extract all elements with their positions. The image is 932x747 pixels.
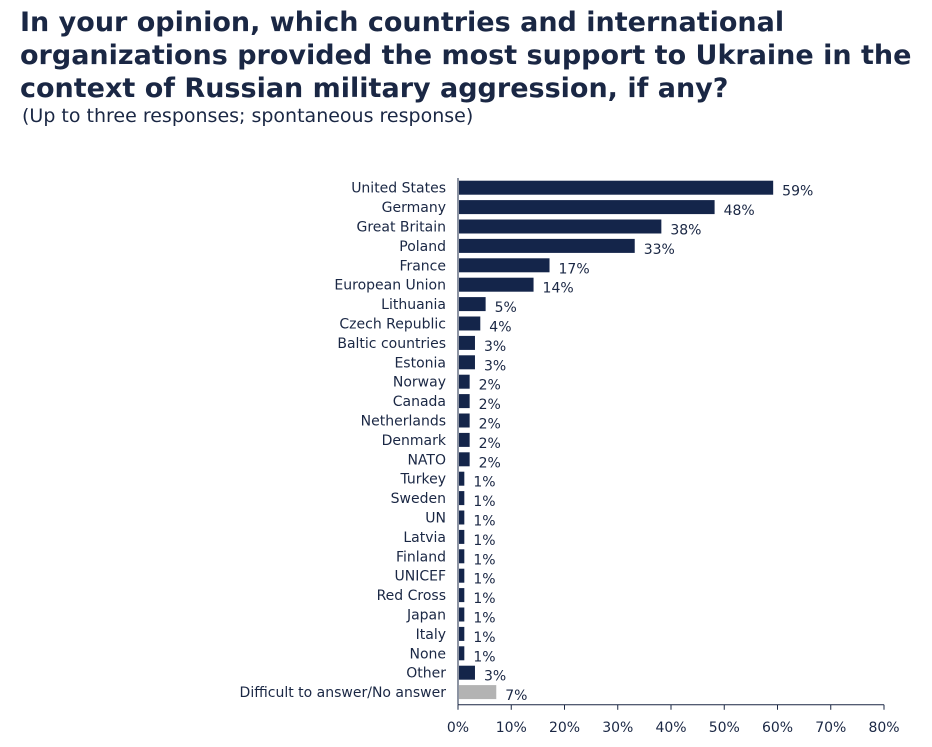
value-label-germany: 48% [724,203,755,219]
bar-great-britain [459,219,662,234]
category-label-poland: Poland [399,239,446,255]
value-label-denmark: 2% [479,436,501,452]
bar-red-cross [459,588,465,603]
x-tick-label: 10% [496,720,527,736]
bar-nato [459,452,470,467]
category-label-turkey: Turkey [399,472,446,488]
value-label-european-union: 14% [543,281,574,297]
category-label-norway: Norway [393,375,446,391]
bar-japan [459,607,465,622]
category-label-germany: Germany [382,200,446,216]
value-label-lithuania: 5% [495,300,517,316]
bar-unicef [459,568,465,583]
bar-other [459,665,475,680]
bar-germany [459,200,715,215]
bar-latvia [459,529,465,544]
category-label-finland: Finland [396,549,446,565]
bar-turkey [459,471,465,486]
bar-finland [459,549,465,564]
x-tick-label: 0% [447,720,469,736]
value-label-estonia: 3% [484,358,506,374]
category-label-canada: Canada [393,394,446,410]
category-label-france: France [399,258,446,274]
value-label-canada: 2% [479,397,501,413]
category-label-japan: Japan [406,608,446,624]
bar-united-states [459,180,774,195]
category-label-czech-republic: Czech Republic [339,317,446,333]
x-tick-label: 80% [868,720,899,736]
bar-denmark [459,432,470,447]
category-label-denmark: Denmark [382,433,447,449]
bar-italy [459,626,465,641]
bar-poland [459,238,635,253]
value-label-nato: 2% [479,455,501,471]
value-label-red-cross: 1% [473,591,495,607]
chart-title: In your opinion, which countries and int… [20,7,912,104]
value-label-netherlands: 2% [479,417,501,433]
category-label-estonia: Estonia [394,355,446,371]
value-label-norway: 2% [479,378,501,394]
value-label-other: 3% [484,669,506,685]
bar-canada [459,394,470,409]
bar-un [459,510,465,525]
value-label-france: 17% [559,261,590,277]
bar-european-union [459,277,534,292]
value-label-none: 1% [473,649,495,665]
value-label-united-states: 59% [782,184,813,200]
category-label-lithuania: Lithuania [381,297,446,313]
category-label-italy: Italy [416,627,446,643]
bar-sweden [459,491,465,506]
bar-baltic-countries [459,335,475,350]
category-label-netherlands: Netherlands [361,414,446,430]
bar-none [459,646,465,661]
category-label-red-cross: Red Cross [377,588,446,604]
category-label-nato: NATO [407,452,446,468]
value-label-poland: 33% [644,242,675,258]
x-tick-label: 20% [549,720,580,736]
value-label-finland: 1% [473,552,495,568]
bar-france [459,258,550,273]
value-label-turkey: 1% [473,475,495,491]
category-label-other: Other [406,666,446,682]
value-label-italy: 1% [473,630,495,646]
x-tick-label: 70% [815,720,846,736]
value-label-japan: 1% [473,611,495,627]
x-tick-label: 40% [655,720,686,736]
category-label-unicef: UNICEF [394,569,446,585]
bar-estonia [459,355,475,370]
bar-czech-republic [459,316,481,331]
value-label-difficult-to-answer-no-answer: 7% [505,688,527,704]
value-label-baltic-countries: 3% [484,339,506,355]
category-label-latvia: Latvia [403,530,446,546]
value-label-unicef: 1% [473,572,495,588]
bar-norway [459,374,470,389]
category-label-great-britain: Great Britain [356,220,446,236]
x-tick-label: 60% [762,720,793,736]
chart-subtitle: (Up to three responses; spontaneous resp… [22,105,474,127]
value-label-sweden: 1% [473,494,495,510]
value-label-un: 1% [473,514,495,530]
category-label-european-union: European Union [334,278,446,294]
x-tick-label: 50% [709,720,740,736]
bar-lithuania [459,297,486,312]
category-label-none: None [409,646,446,662]
value-label-great-britain: 38% [670,223,701,239]
bar-difficult-to-answer-no-answer [459,685,497,700]
bar-netherlands [459,413,470,428]
category-label-difficult-to-answer-no-answer: Difficult to answer/No answer [240,685,447,701]
value-label-czech-republic: 4% [489,320,511,336]
category-label-un: UN [425,511,446,527]
category-label-united-states: United States [351,181,446,197]
category-label-baltic-countries: Baltic countries [337,336,446,352]
x-tick-label: 30% [602,720,633,736]
value-label-latvia: 1% [473,533,495,549]
category-label-sweden: Sweden [391,491,446,507]
